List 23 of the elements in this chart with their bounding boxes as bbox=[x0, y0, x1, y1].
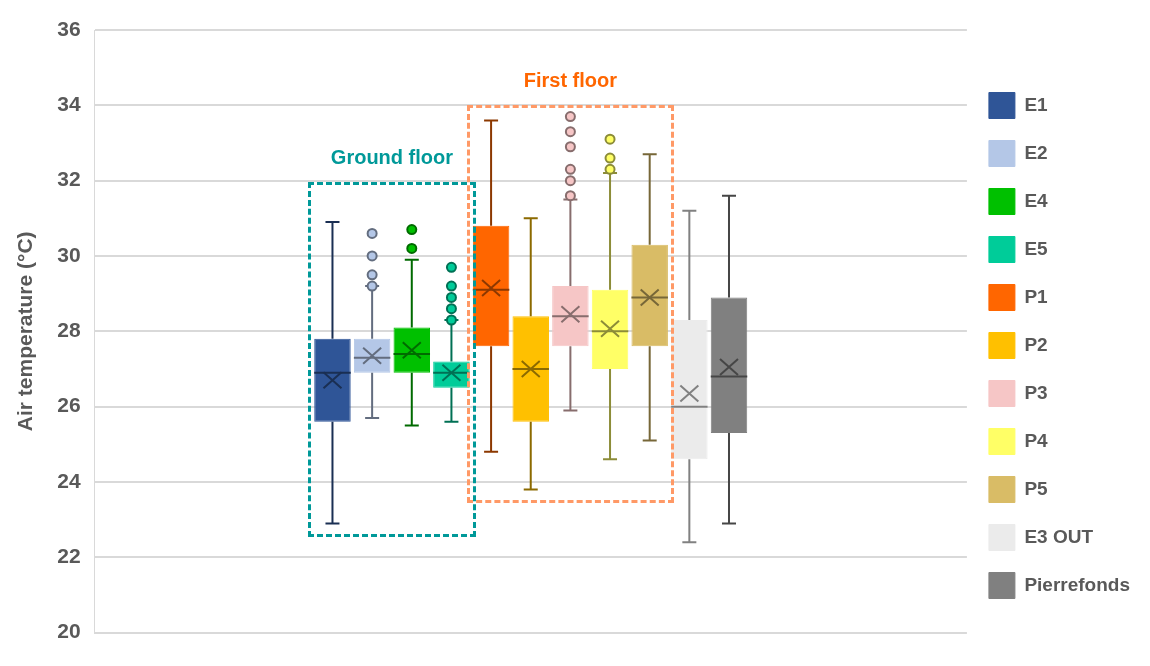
y-tick-label: 28 bbox=[57, 318, 81, 342]
annotation: First floor bbox=[523, 68, 618, 92]
legend-label: E1 bbox=[1024, 93, 1049, 115]
y-tick-label: 32 bbox=[57, 167, 81, 191]
legend-label: E3 OUT bbox=[1024, 525, 1094, 547]
legend-label: Pierrefonds bbox=[1024, 573, 1131, 595]
legend-label: E5 bbox=[1024, 237, 1049, 259]
y-tick-label: 34 bbox=[57, 92, 81, 116]
legend-label: P4 bbox=[1024, 429, 1049, 451]
y-tick-label: 26 bbox=[57, 393, 81, 417]
annotation: Ground floor bbox=[330, 146, 454, 170]
legend-label: P2 bbox=[1024, 333, 1048, 355]
legend-label: E4 bbox=[1024, 189, 1049, 211]
y-tick-label: 24 bbox=[57, 468, 81, 492]
y-axis-title: Air temperature (°C) bbox=[13, 231, 37, 432]
legend-label: P1 bbox=[1024, 285, 1049, 307]
y-tick-label: 36 bbox=[57, 16, 81, 40]
y-tick-label: 22 bbox=[57, 544, 81, 568]
legend-label: E2 bbox=[1024, 141, 1048, 163]
legend-label: P5 bbox=[1024, 477, 1049, 499]
legend-label: P3 bbox=[1024, 381, 1048, 403]
y-tick-label: 20 bbox=[57, 619, 81, 643]
y-tick-label: 30 bbox=[57, 242, 81, 266]
